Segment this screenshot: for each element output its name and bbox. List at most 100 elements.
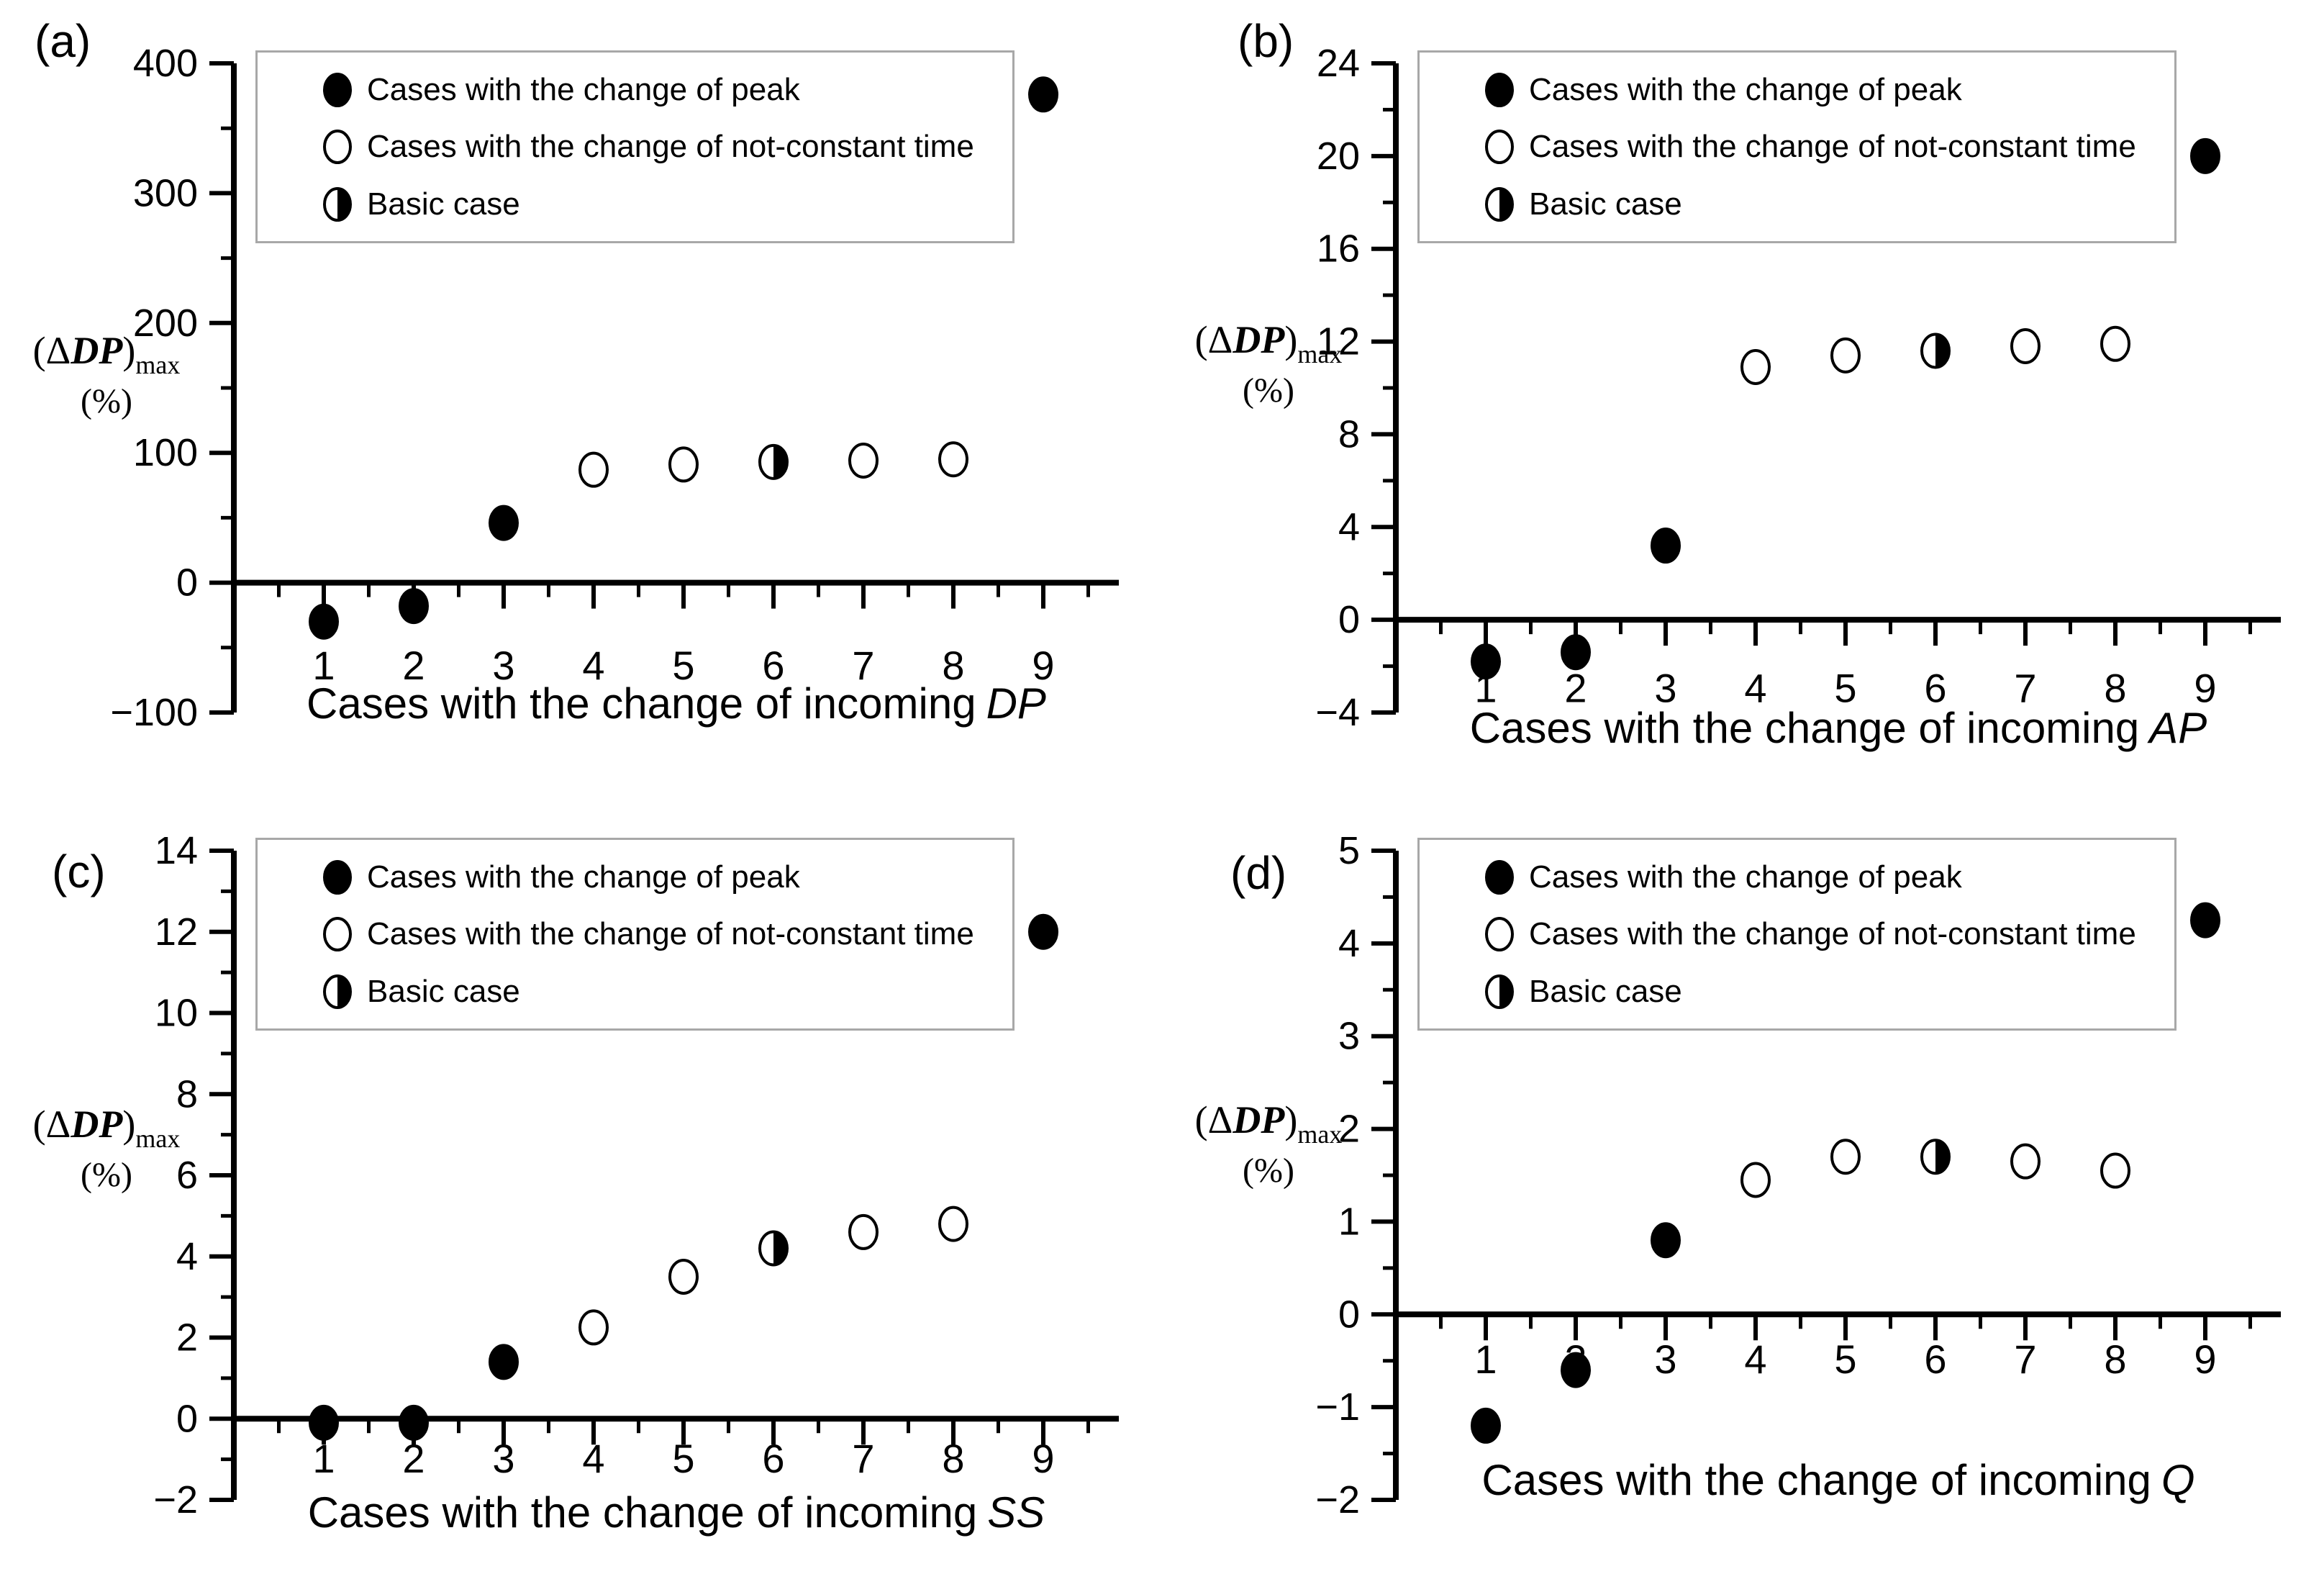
data-point-case-8 — [2100, 1152, 2130, 1189]
x-tick-label: 8 — [942, 1436, 964, 1481]
panel-letter: (c) — [52, 846, 106, 897]
filled-circle-icon — [323, 859, 352, 895]
ylabel-close: ) — [1284, 318, 1298, 361]
ylabel-sub: max — [1297, 1120, 1343, 1149]
y-tick-label: 6 — [176, 1154, 198, 1197]
half-filled-circle-glyph — [323, 974, 352, 1009]
data-point-case-2 — [1561, 634, 1591, 671]
data-point-case-4 — [1740, 349, 1771, 386]
y-axis-label-main: (ΔDP)max — [6, 329, 207, 378]
x-axis-label: Cases with the change of incoming DP — [234, 678, 1119, 730]
y-tick-label: 10 — [155, 992, 198, 1035]
x-tick-label: 7 — [852, 1436, 874, 1481]
panel-b: 24 20 16 12 8 4 0 −4 1 2 3 4 5 6 7 8 9 (b) (ΔDP)max (%) … — [1162, 0, 2324, 787]
data-point-case-4 — [578, 451, 609, 488]
filled-circle-icon — [1485, 72, 1514, 107]
x-tick-label: 4 — [582, 1436, 604, 1481]
legend-label: Basic case — [367, 973, 520, 1009]
x-tick-label: 5 — [1834, 666, 1856, 711]
y-tick-label: 12 — [1317, 320, 1360, 363]
ylabel-open: (Δ — [32, 329, 71, 372]
y-tick-label: 0 — [1338, 1293, 1360, 1336]
legend-item: Cases with the change of peak — [321, 70, 1012, 110]
data-point-case-8 — [2100, 325, 2130, 362]
data-point-case-6 — [1920, 1139, 1951, 1175]
y-tick-label: 8 — [1338, 412, 1360, 456]
x-axis-label: Cases with the change of incoming Q — [1396, 1455, 2281, 1506]
open-circle-glyph — [323, 917, 352, 951]
legend-item: Cases with the change of peak — [1483, 70, 2174, 110]
data-point-case-2 — [1561, 1352, 1591, 1388]
open-circle-icon — [1485, 130, 1514, 164]
x-tick-label: 5 — [672, 643, 694, 688]
data-point-case-7 — [848, 1213, 879, 1250]
ylabel-var: DP — [1233, 318, 1285, 361]
data-point-case-1 — [1471, 643, 1501, 680]
legend-item: Basic case — [321, 184, 1012, 225]
data-point-case-5 — [668, 1258, 699, 1295]
y-axis-label-main: (ΔDP)max — [1168, 1098, 1369, 1147]
ylabel-close: ) — [122, 1103, 136, 1146]
legend-label: Basic case — [1529, 186, 1682, 222]
data-point-case-3 — [1651, 528, 1681, 564]
xlabel-prefix: Cases with the change of incoming — [1469, 704, 2140, 753]
y-tick-label: 0 — [176, 1397, 198, 1440]
legend-label: Cases with the change of not-constant ti… — [367, 129, 974, 164]
panel-letter: (d) — [1230, 847, 1287, 899]
xlabel-var: AP — [2149, 704, 2207, 753]
legend-item: Cases with the change of peak — [1483, 857, 2174, 897]
x-tick-label: 3 — [1654, 666, 1676, 711]
filled-circle-icon — [1485, 859, 1514, 895]
legend-item: Basic case — [1483, 972, 2174, 1012]
x-tick-label: 2 — [402, 1436, 425, 1481]
plot-area-a: 400 300 200 100 0 −100 1 2 3 4 5 6 7 8 9 — [110, 42, 1119, 734]
x-tick-label: 1 — [312, 643, 335, 688]
y-tick-label: 1 — [1338, 1200, 1360, 1243]
data-point-case-4 — [1740, 1162, 1771, 1198]
panel-letter: (a) — [35, 15, 91, 67]
half-filled-circle-glyph — [323, 186, 352, 222]
y-tick-label: −100 — [110, 691, 198, 734]
half-filled-circle-icon — [323, 186, 352, 222]
legend-label: Cases with the change of peak — [1529, 71, 1962, 107]
x-tick-label: 5 — [672, 1436, 694, 1481]
y-tick-label: −2 — [153, 1478, 198, 1521]
data-point-case-8 — [938, 1206, 968, 1242]
y-tick-label: 2 — [176, 1316, 198, 1360]
x-tick-label: 6 — [1924, 666, 1946, 711]
legend-item: Cases with the change of not-constant ti… — [1483, 127, 2174, 167]
legend-label: Cases with the change of not-constant ti… — [367, 916, 974, 951]
x-tick-label: 6 — [1924, 1336, 1946, 1382]
filled-circle-glyph — [323, 72, 352, 107]
data-point-case-9 — [2190, 902, 2220, 938]
legend-label: Cases with the change of not-constant ti… — [1529, 916, 2136, 951]
data-point-case-6 — [758, 443, 789, 480]
data-point-case-6 — [1920, 333, 1951, 369]
x-tick-label: 5 — [1834, 1336, 1856, 1382]
legend-item: Cases with the change of not-constant ti… — [321, 127, 1012, 167]
x-tick-label: 1 — [1474, 1336, 1497, 1382]
y-axis-label: (ΔDP)max (%) — [1168, 1098, 1369, 1190]
y-axis-unit: (%) — [1243, 1152, 1294, 1190]
ylabel-close: ) — [1284, 1098, 1298, 1141]
data-point-case-7 — [848, 443, 879, 479]
x-tick-label: 6 — [762, 1436, 784, 1481]
legend-label: Basic case — [367, 186, 520, 222]
legend-item: Basic case — [1483, 184, 2174, 225]
legend: Cases with the change of peak Cases with … — [1417, 50, 2177, 243]
data-point-case-3 — [1651, 1222, 1681, 1259]
x-axis-label: Cases with the change of incoming AP — [1396, 702, 2281, 754]
ylabel-close: ) — [122, 329, 136, 372]
legend-label: Basic case — [1529, 973, 1682, 1009]
open-circle-icon — [1485, 917, 1514, 951]
y-tick-label: 4 — [1338, 505, 1360, 548]
y-tick-label: 12 — [155, 910, 198, 954]
y-tick-label: 400 — [133, 42, 198, 85]
data-point-case-5 — [1830, 337, 1861, 374]
data-point-case-5 — [1830, 1139, 1861, 1175]
x-tick-label: 8 — [2104, 1336, 2126, 1382]
half-filled-circle-glyph — [1485, 186, 1514, 222]
filled-circle-glyph — [323, 859, 352, 895]
